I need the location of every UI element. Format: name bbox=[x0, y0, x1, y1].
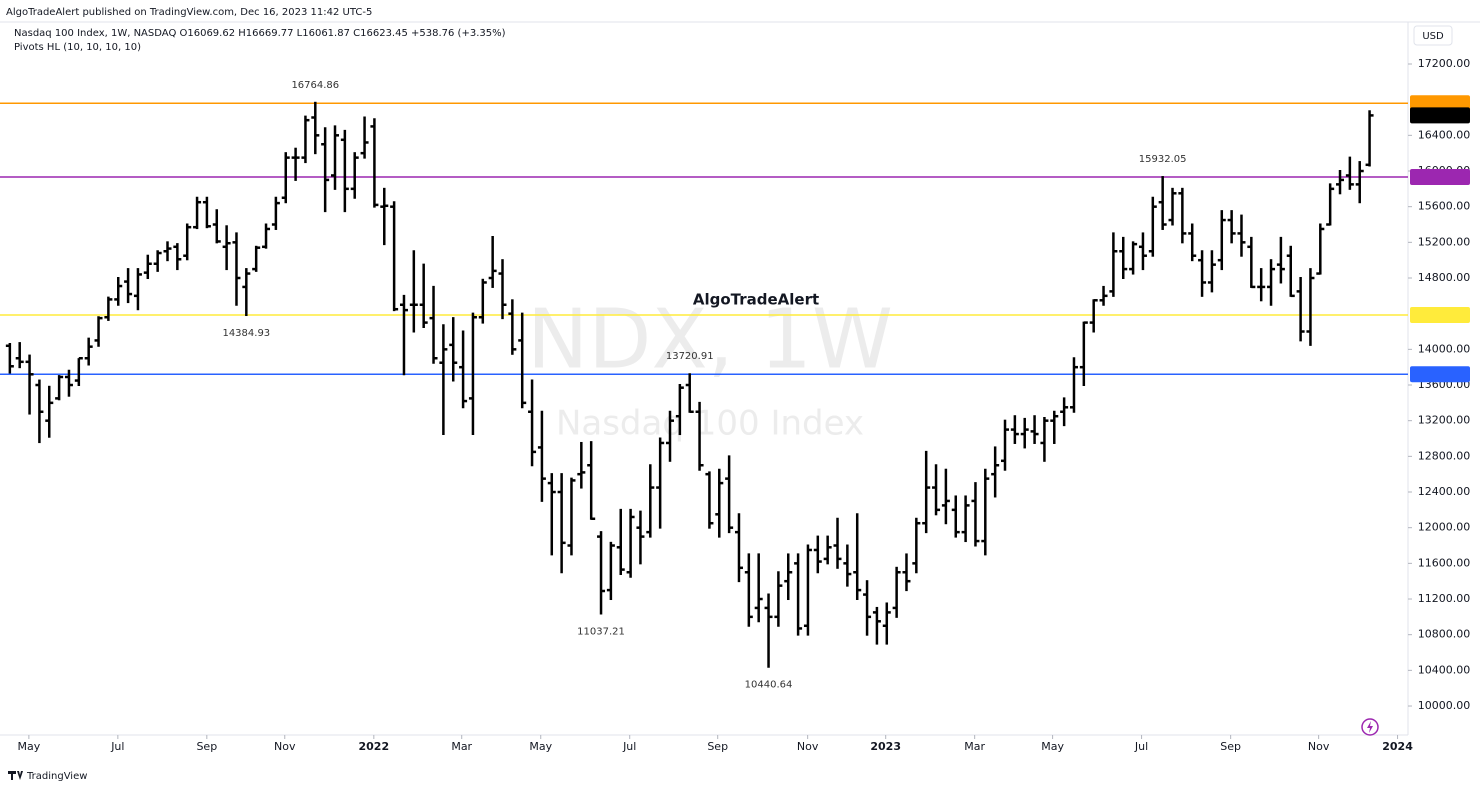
x-tick-label: Nov bbox=[797, 740, 819, 753]
footer-brand: TradingView bbox=[26, 771, 87, 782]
pivot-label: 10440.64 bbox=[745, 680, 793, 691]
level-badge-bg bbox=[1410, 307, 1470, 324]
watermark-symbol: NDX, 1W bbox=[527, 292, 893, 387]
x-tick-label: Jul bbox=[1134, 740, 1148, 753]
x-tick-label: Jul bbox=[622, 740, 636, 753]
x-tick-label: 2022 bbox=[359, 740, 390, 753]
y-tick-label: 10000.00 bbox=[1418, 699, 1471, 712]
x-tick-label: May bbox=[1041, 740, 1064, 753]
x-tick-label: Sep bbox=[1220, 740, 1241, 753]
y-tick-label: 11600.00 bbox=[1418, 556, 1471, 569]
y-tick-label: 12400.00 bbox=[1418, 485, 1471, 498]
y-tick-label: 17200.00 bbox=[1418, 57, 1471, 70]
level-badge-bg bbox=[1410, 95, 1470, 112]
annotation: AlgoTradeAlert bbox=[693, 291, 819, 309]
pivot-label: 11037.21 bbox=[577, 627, 625, 638]
indicator-line: Pivots HL (10, 10, 10, 10) bbox=[14, 42, 141, 53]
x-tick-label: Jul bbox=[110, 740, 124, 753]
y-tick-label: 12800.00 bbox=[1418, 449, 1471, 462]
x-tick-label: May bbox=[529, 740, 552, 753]
tv-logo bbox=[8, 771, 23, 780]
pivot-label: 16764.86 bbox=[291, 80, 339, 91]
y-tick-label: 13200.00 bbox=[1418, 414, 1471, 427]
watermark-name: Nasdaq 100 Index bbox=[556, 404, 864, 444]
x-tick-label: Mar bbox=[964, 740, 985, 753]
x-tick-label: May bbox=[17, 740, 40, 753]
x-tick-label: Mar bbox=[451, 740, 472, 753]
y-tick-label: 10400.00 bbox=[1418, 663, 1471, 676]
y-tick-label: 11200.00 bbox=[1418, 592, 1471, 605]
y-tick-label: 14000.00 bbox=[1418, 342, 1471, 355]
x-tick-label: Sep bbox=[196, 740, 217, 753]
y-tick-label: 15200.00 bbox=[1418, 235, 1471, 248]
level-badge-bg bbox=[1410, 366, 1470, 383]
pivot-label: 13720.91 bbox=[666, 351, 714, 362]
last-price-badge-bg bbox=[1410, 107, 1470, 124]
y-tick-label: 15600.00 bbox=[1418, 200, 1471, 213]
legend-line: Nasdaq 100 Index, 1W, NASDAQ O16069.62 H… bbox=[14, 28, 506, 39]
currency-button[interactable] bbox=[1413, 25, 1453, 46]
y-tick-label: 14800.00 bbox=[1418, 271, 1471, 284]
x-tick-label: Nov bbox=[274, 740, 296, 753]
y-tick-label: 12000.00 bbox=[1418, 521, 1471, 534]
y-tick-label: 16400.00 bbox=[1418, 128, 1471, 141]
pivot-label: 15932.05 bbox=[1139, 154, 1187, 165]
x-tick-label: Sep bbox=[707, 740, 728, 753]
pivot-label: 14384.93 bbox=[222, 328, 270, 339]
publisher-line: AlgoTradeAlert published on TradingView.… bbox=[6, 7, 372, 18]
plot: 17200.0016400.0016000.0015600.0015200.00… bbox=[0, 57, 1470, 753]
lightning-icon[interactable] bbox=[1361, 718, 1379, 736]
level-badge-bg bbox=[1410, 169, 1470, 186]
x-tick-label: 2024 bbox=[1382, 740, 1413, 753]
y-tick-label: 10800.00 bbox=[1418, 628, 1471, 641]
currency[interactable]: USD bbox=[1422, 31, 1444, 42]
x-tick-label: 2023 bbox=[870, 740, 901, 753]
x-tick-label: Nov bbox=[1308, 740, 1330, 753]
lightning-bolt bbox=[1367, 721, 1373, 733]
